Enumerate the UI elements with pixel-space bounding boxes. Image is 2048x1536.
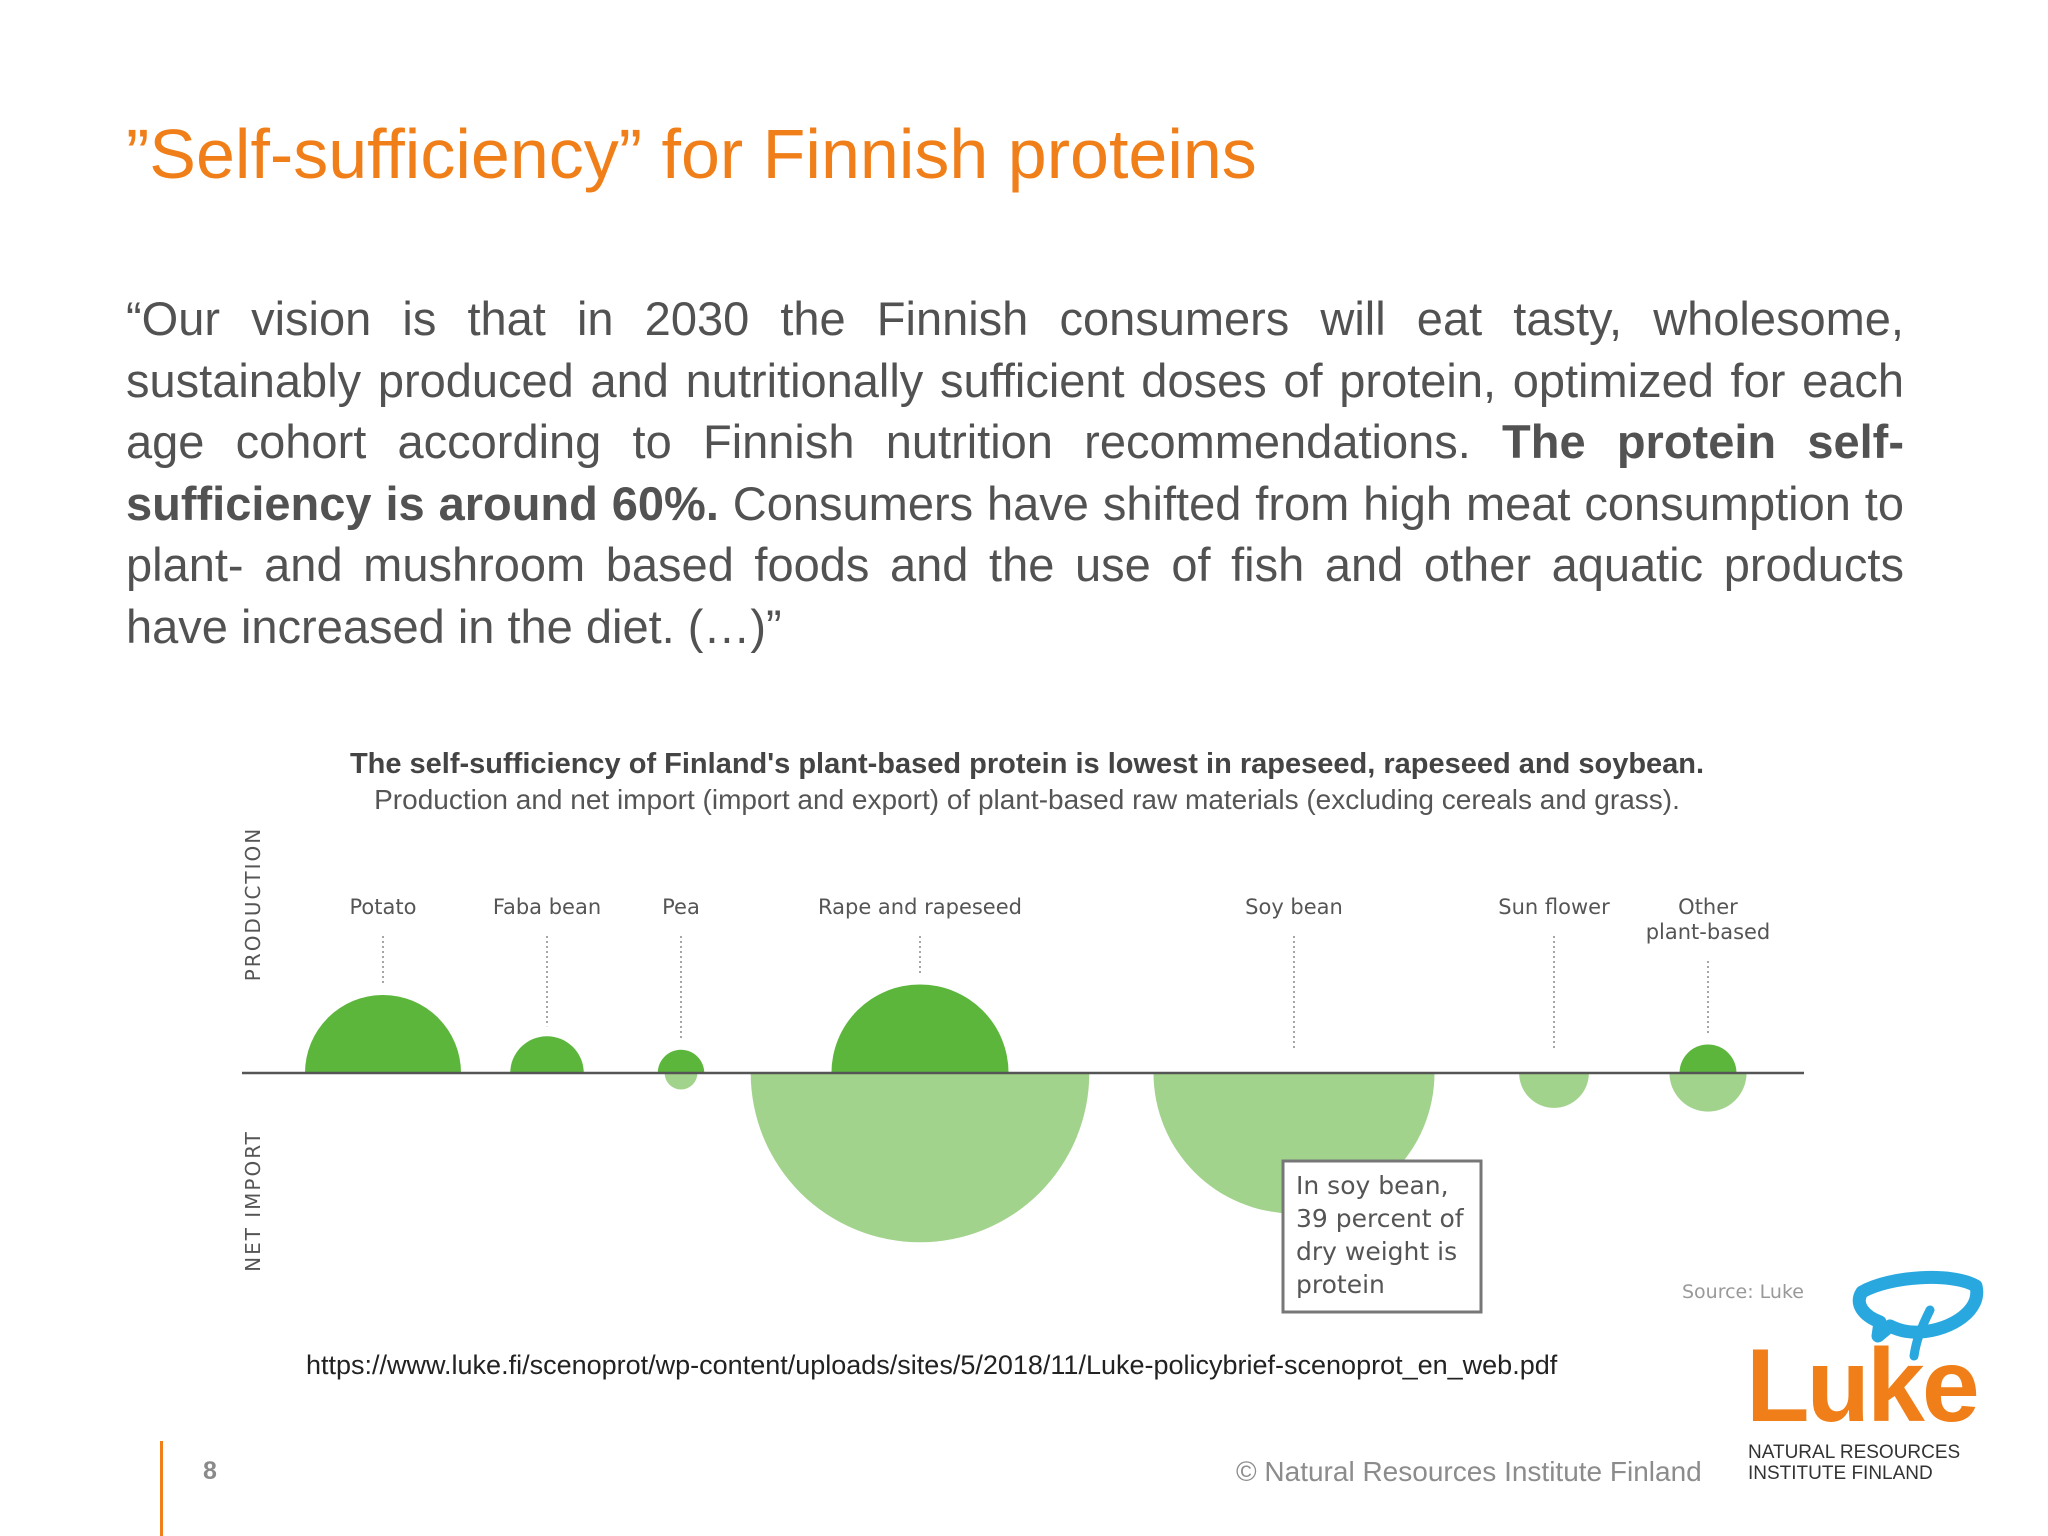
footer-accent-bar <box>160 1441 163 1536</box>
vision-quote: “Our vision is that in 2030 the Finnish … <box>126 288 1904 657</box>
bubble-chart-svg: Potato Faba bean Pea Rape and rapeseed Soy b… <box>241 827 1804 1314</box>
chart-title: The self-sufficiency of Finland's plant-… <box>349 748 1705 780</box>
production-bubble-other-plant-based <box>1679 1044 1737 1073</box>
logo-wordmark: Luke <box>1746 1328 1980 1444</box>
production-bubble-potato <box>305 995 461 1073</box>
chart-subtitle: Production and net import (import and ex… <box>374 784 1680 815</box>
callout-box <box>1281 1159 1483 1314</box>
quote-text-end: Consumers have shifted from high meat co… <box>126 476 1904 653</box>
leaf-icon <box>1852 1270 1984 1361</box>
category-labels-group: Potato Faba bean Pea Rape and rapeseed Soy b… <box>350 895 1771 1048</box>
callout-line: protein <box>1296 1270 1385 1299</box>
category-label-other-plant-based: plant-based <box>1646 920 1771 944</box>
category-label-rape-and-rapeseed: Rape and rapeseed <box>818 895 1022 919</box>
chart-source: Source: Luke <box>1682 1281 1804 1303</box>
callout-line: dry weight is <box>1296 1237 1457 1266</box>
slide-title: ”Self-sufficiency” for Finnish proteins <box>126 115 1257 193</box>
net-import-bubble-other-plant-based <box>1669 1073 1747 1112</box>
luke-logo: Luke NATURAL RESOURCES INSTITUTE FINLAND <box>1740 1270 1990 1490</box>
category-label-faba-bean: Faba bean <box>493 895 601 919</box>
category-label-soy-bean: Soy bean <box>1245 895 1343 919</box>
logo-subtitle: NATURAL RESOURCES INSTITUTE FINLAND <box>1748 1442 1960 1484</box>
copyright-notice: © Natural Resources Institute Finland <box>1236 1456 1702 1487</box>
bubbles-group <box>305 984 1747 1243</box>
logo-subtitle-line: INSTITUTE FINLAND <box>1748 1463 1933 1484</box>
category-label-sun-flower: Sun flower <box>1498 895 1610 919</box>
callout-line: 39 percent of <box>1296 1204 1465 1233</box>
category-label-potato: Potato <box>350 895 417 919</box>
category-label-other-plant-based: Other <box>1678 895 1738 919</box>
callout-line: In soy bean, <box>1296 1171 1449 1200</box>
production-bubble-rape-and-rapeseed <box>831 984 1009 1073</box>
soy-bean-callout: In soy bean, 39 percent of dry weight is… <box>1281 1159 1483 1314</box>
production-bubble-faba-bean <box>510 1036 584 1073</box>
protein-self-sufficiency-chart: The self-sufficiency of Finland's plant-… <box>232 736 1822 1316</box>
category-label-pea: Pea <box>662 895 700 919</box>
production-bubble-pea <box>657 1049 705 1073</box>
axis-label-net-import: NET IMPORT <box>241 1130 265 1272</box>
source-link[interactable]: https://www.luke.fi/scenoprot/wp-content… <box>306 1350 1558 1380</box>
net-import-bubble-rape-and-rapeseed <box>750 1073 1090 1243</box>
quote-text-start: “Our vision is that in 2030 the Finnish … <box>126 292 1904 468</box>
logo-subtitle-line: NATURAL RESOURCES <box>1748 1442 1961 1463</box>
axis-label-production: PRODUCTION <box>241 827 265 982</box>
page-number: 8 <box>203 1457 217 1485</box>
net-import-bubble-pea <box>664 1073 698 1090</box>
quote-highlight: The protein self-sufficiency is around 6… <box>126 415 1904 530</box>
net-import-bubble-sun-flower <box>1519 1073 1589 1108</box>
